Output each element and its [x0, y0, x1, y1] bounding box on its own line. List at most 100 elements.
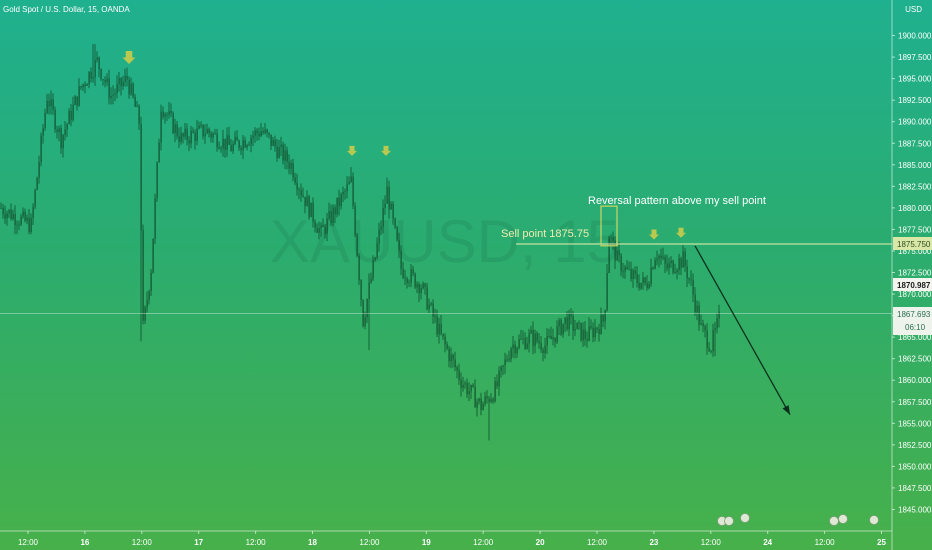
candle-body [304, 196, 306, 207]
candle-body [138, 105, 140, 124]
candle-body [24, 211, 26, 221]
candle-body [618, 250, 620, 256]
candle-body [498, 370, 500, 387]
event-icon[interactable] [724, 516, 734, 526]
candle-body [182, 133, 184, 137]
svg-text:06:10: 06:10 [905, 323, 926, 332]
candle-body [130, 83, 132, 95]
candle-body [32, 207, 34, 218]
candle-body [48, 100, 50, 107]
arrow-down-marker-icon [347, 145, 357, 156]
candle-body [512, 344, 514, 349]
time-axis[interactable]: 12:00 16 12:00 17 12:00 18 12:00 19 12:00 20 12:00… [18, 531, 887, 547]
y-tick-label: 1855.000 [898, 419, 932, 428]
candle-body [192, 130, 194, 133]
event-icon[interactable] [838, 514, 848, 524]
y-tick-label: 1862.500 [898, 355, 932, 364]
sell-level-tag: 1875.750 [893, 237, 932, 250]
candle-body [580, 322, 582, 341]
candle-body [28, 217, 30, 232]
candle-body [522, 338, 524, 339]
candle-body [440, 323, 442, 334]
event-icons-group-2[interactable] [829, 514, 879, 526]
candle-body [548, 336, 550, 337]
candle-body [14, 214, 16, 226]
candle-body [226, 135, 228, 150]
x-tick-label: 12:00 [132, 538, 153, 547]
candle-body [188, 139, 190, 144]
candle-body [252, 135, 254, 138]
candle-body [68, 110, 70, 125]
candle-body [176, 124, 178, 137]
candle-body [94, 60, 96, 78]
candle-body [330, 211, 332, 223]
candle-body [328, 211, 330, 219]
candle-body [296, 182, 298, 190]
currency-label: USD [905, 5, 922, 14]
x-tick-label: 12:00 [18, 538, 39, 547]
candle-body [266, 129, 268, 133]
candle-body [622, 271, 624, 273]
reversal-annotation: Reversal pattern above my sell point [588, 195, 766, 207]
candle-body [628, 268, 630, 270]
candle-body [526, 343, 528, 349]
candle-body [644, 277, 646, 284]
candle-body [142, 230, 144, 321]
candle-body [562, 323, 564, 335]
candle-body [72, 104, 74, 120]
candle-body [504, 359, 506, 366]
price-axis[interactable]: 1845.000 1847.500 1850.000 1852.500 1855.000… [892, 32, 932, 515]
y-tick-label: 1875.000 [898, 247, 932, 256]
candle-body [602, 315, 604, 322]
candle-body [300, 190, 302, 196]
candle-body [462, 384, 464, 388]
y-tick-label: 1895.000 [898, 75, 932, 84]
y-tick-label: 1887.500 [898, 139, 932, 148]
candle-body [384, 203, 386, 209]
candle-body [606, 273, 608, 311]
candle-body [674, 272, 676, 273]
event-icons-group-1[interactable] [717, 513, 750, 526]
candle-body [626, 266, 628, 269]
trend-arrow [694, 245, 791, 415]
y-tick-label: 1857.500 [898, 398, 932, 407]
candle-body [596, 327, 598, 330]
candle-body [52, 99, 54, 110]
candle-body [40, 135, 42, 163]
candle-body [444, 336, 446, 345]
candle-body [714, 328, 716, 331]
x-tick-label: 12:00 [815, 538, 836, 547]
candle-body [76, 96, 78, 106]
watermark: XAUUSD, 15 [270, 208, 620, 275]
candle-body [98, 57, 100, 69]
y-tick-label: 1870.000 [898, 290, 932, 299]
candle-body [454, 359, 456, 368]
event-icon[interactable] [740, 513, 750, 523]
candle-body [116, 83, 118, 94]
candle-body [460, 379, 462, 388]
candle-body [292, 163, 294, 178]
candle-body [92, 77, 94, 79]
candle-body [64, 129, 66, 135]
candle-body [424, 283, 426, 287]
candle-body [172, 113, 174, 134]
candle-body [640, 282, 642, 289]
candle-body [402, 268, 404, 278]
crosshair-price-tag: 1867.693 06:10 [893, 307, 932, 335]
event-icon[interactable] [869, 515, 879, 525]
candle-body [114, 93, 116, 95]
x-tick-label: 20 [536, 538, 545, 547]
candle-body [348, 181, 350, 185]
candle-body [324, 227, 326, 234]
candle-body [340, 194, 342, 207]
candle-body [528, 333, 530, 344]
arrow-down-marker-icon [381, 145, 391, 156]
candle-body [496, 381, 498, 387]
candle-body [346, 184, 348, 192]
y-tick-label: 1880.000 [898, 204, 932, 213]
y-tick-label: 1900.000 [898, 32, 932, 41]
candle-body [358, 255, 360, 281]
event-icon[interactable] [829, 516, 839, 526]
candle-body [568, 313, 570, 330]
candle-body [160, 111, 162, 143]
